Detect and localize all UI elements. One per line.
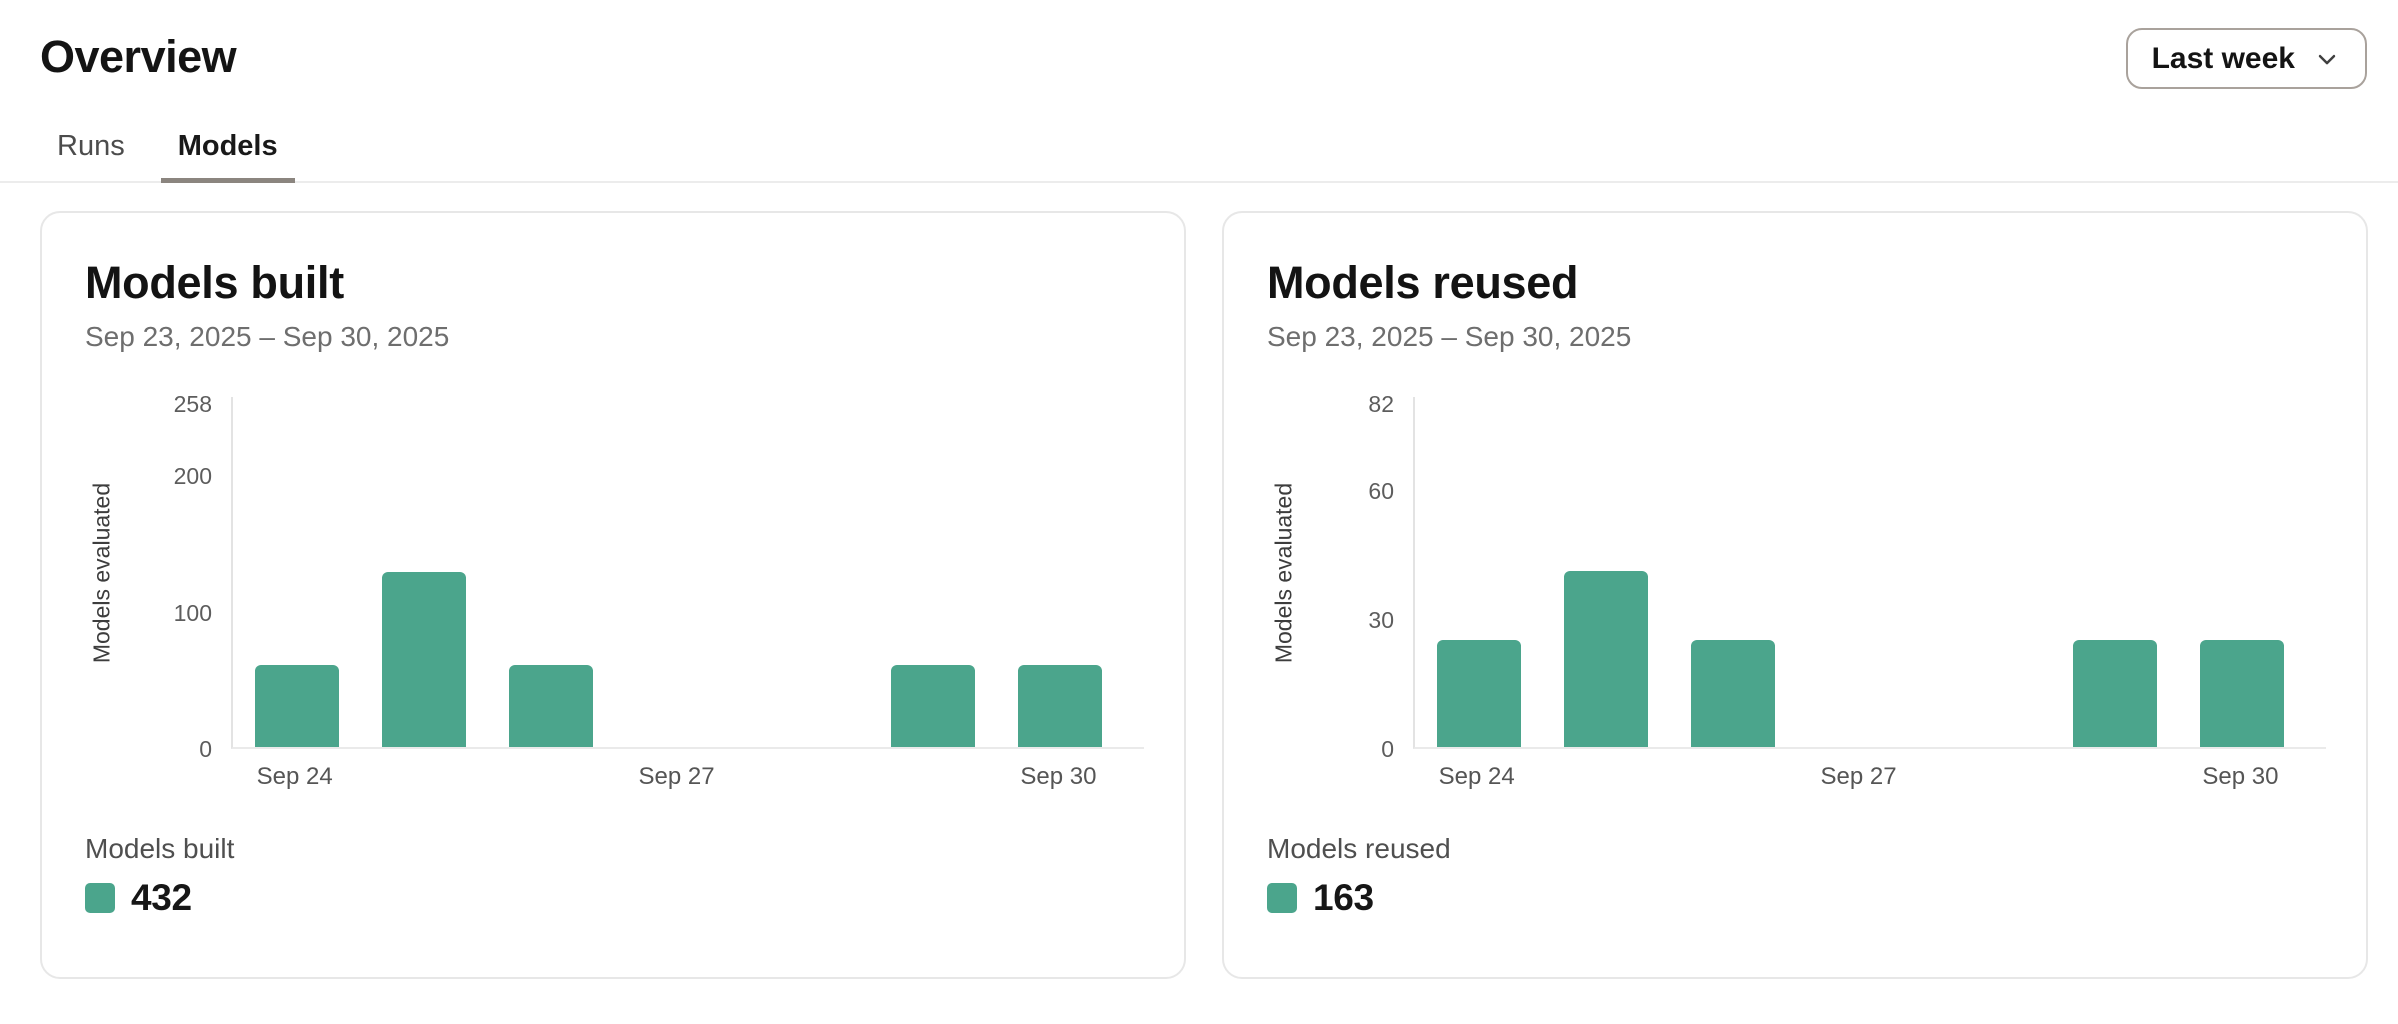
card-title: Models reused [1267, 257, 1579, 308]
bar-sep-26 [509, 664, 594, 747]
x-tick-label: Sep 30 [1020, 762, 1097, 790]
time-range-dropdown[interactable]: Last week [2125, 28, 2367, 89]
chart-legend: Models reused 163 [1267, 833, 2323, 919]
page-header: Overview Last week [0, 0, 2398, 89]
card-date-range: Sep 23, 2025 – Sep 30, 2025 [85, 320, 450, 352]
models-reused-chart: Models evaluated 0 30 60 82 Sep 24 Sep 27 Sep … [1224, 391, 2366, 797]
y-tick-label: 0 [1381, 735, 1394, 762]
x-tick-label: Sep 24 [256, 762, 333, 790]
legend-label: Models built [85, 832, 235, 864]
time-range-value: Last week [2151, 41, 2295, 75]
card-date-range: Sep 23, 2025 – Sep 30, 2025 [1267, 320, 1632, 352]
plot-area [1413, 396, 2326, 749]
y-tick-label: 200 [173, 462, 212, 489]
plot-area [231, 396, 1144, 749]
y-tick-label: 100 [173, 599, 212, 626]
legend-row: 163 [1267, 877, 2323, 919]
y-tick-label: 0 [199, 735, 212, 762]
bar-sep-24 [1436, 639, 1521, 747]
y-axis-label: Models evaluated [88, 482, 115, 663]
models-reused-card: Models reused Sep 23, 2025 – Sep 30, 202… [1222, 211, 2368, 979]
x-tick-label: Sep 27 [1820, 762, 1897, 790]
y-axis-label: Models evaluated [1270, 482, 1297, 663]
bar-sep-30 [2200, 639, 2285, 747]
bar-sep-30 [1018, 664, 1103, 747]
y-tick-label: 60 [1368, 477, 1394, 504]
legend-label: Models reused [1267, 832, 1451, 864]
page-title: Overview [40, 31, 237, 82]
x-tick-label: Sep 24 [1438, 762, 1515, 790]
y-tick-label: 82 [1368, 390, 1394, 417]
bar-sep-24 [254, 664, 339, 747]
tab-runs[interactable]: Runs [57, 130, 125, 162]
legend-row: 432 [85, 877, 1141, 919]
bar-sep-29 [891, 664, 976, 747]
models-built-chart: Models evaluated 0 100 200 258 Sep 24 Sep 27 S… [42, 391, 1184, 797]
tab-bar: Runs Models [0, 130, 2398, 183]
x-tick-label: Sep 30 [2202, 762, 2279, 790]
legend-total-value: 432 [131, 876, 192, 918]
bar-sep-25 [381, 571, 466, 747]
cards-container: Models built Sep 23, 2025 – Sep 30, 2025… [40, 211, 2368, 979]
models-built-card: Models built Sep 23, 2025 – Sep 30, 2025… [40, 211, 1186, 979]
card-title: Models built [85, 257, 344, 308]
legend-swatch [85, 882, 115, 913]
bar-sep-26 [1691, 639, 1776, 747]
chart-legend: Models built 432 [85, 833, 1141, 919]
legend-total-value: 163 [1313, 876, 1374, 918]
chevron-down-icon [2313, 45, 2341, 73]
tab-models[interactable]: Models [160, 130, 295, 183]
bar-sep-25 [1563, 570, 1648, 747]
y-tick-label: 258 [173, 390, 212, 417]
y-tick-label: 30 [1368, 606, 1394, 633]
bar-sep-29 [2073, 639, 2158, 747]
legend-swatch [1267, 882, 1297, 913]
x-tick-label: Sep 27 [638, 762, 715, 790]
